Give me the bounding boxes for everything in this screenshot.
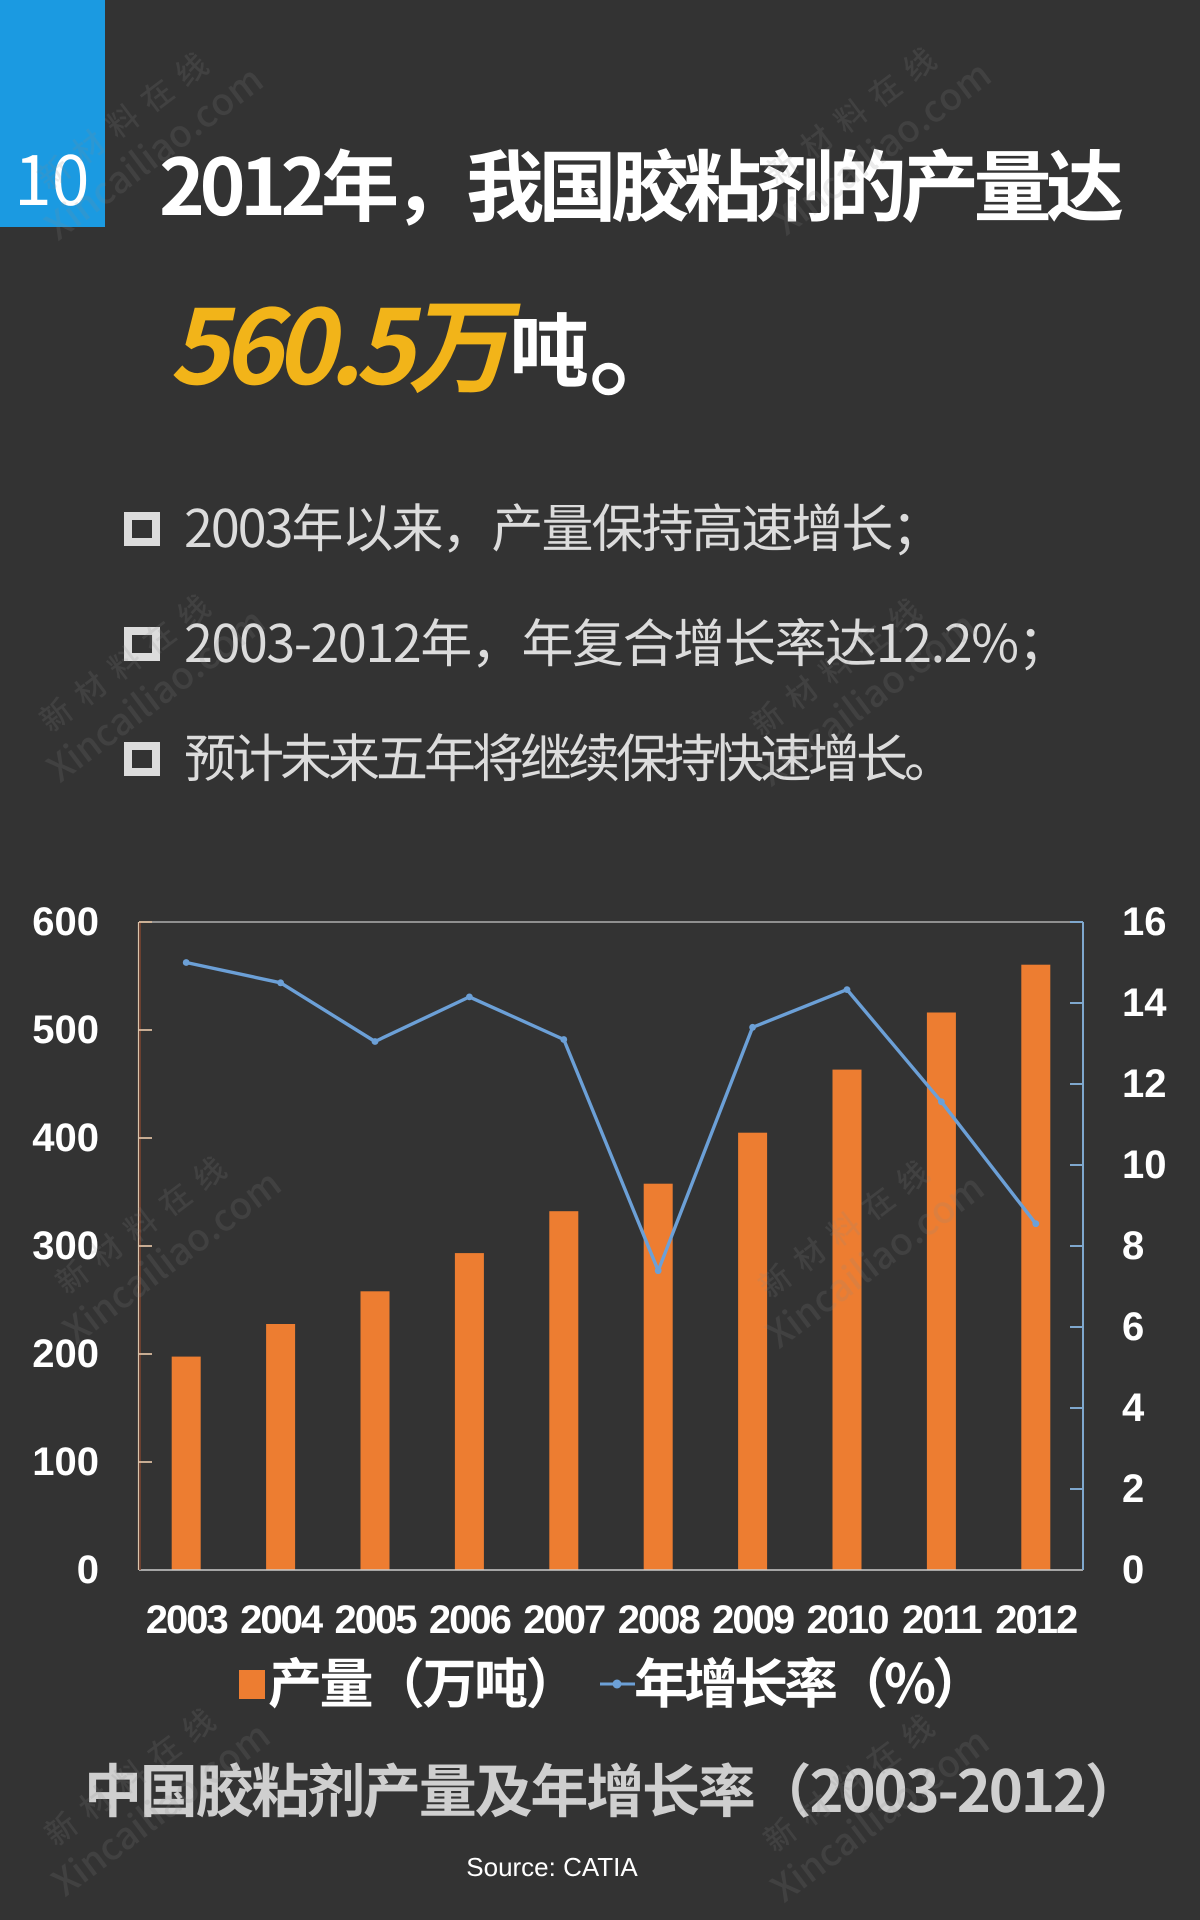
svg-text:2012: 2012 [995,1598,1077,1642]
svg-text:0: 0 [77,1548,99,1592]
svg-text:2011: 2011 [902,1598,983,1642]
svg-text:Source: CATIA: Source: CATIA [466,1852,638,1882]
svg-text:12: 12 [1122,1062,1167,1106]
svg-text:2008: 2008 [618,1598,701,1642]
svg-text:4: 4 [1122,1386,1145,1430]
svg-text:2003: 2003 [146,1598,228,1642]
svg-text:8: 8 [1122,1224,1144,1268]
svg-text:2006: 2006 [429,1598,511,1642]
svg-text:16: 16 [1122,900,1167,944]
svg-text:14: 14 [1122,981,1167,1025]
svg-text:2007: 2007 [523,1598,605,1642]
svg-text:2: 2 [1122,1467,1144,1511]
svg-text:100: 100 [32,1440,99,1484]
svg-text:2005: 2005 [335,1598,418,1642]
svg-text:10: 10 [1122,1143,1167,1187]
svg-text:600: 600 [32,900,99,944]
svg-text:500: 500 [32,1008,99,1052]
svg-text:400: 400 [32,1116,99,1160]
svg-text:200: 200 [32,1332,99,1376]
svg-text:6: 6 [1122,1305,1144,1349]
svg-text:0: 0 [1122,1548,1144,1592]
svg-text:2009: 2009 [712,1598,794,1642]
svg-text:2004: 2004 [240,1598,324,1642]
svg-text:300: 300 [32,1224,99,1268]
svg-text:2010: 2010 [807,1598,889,1642]
